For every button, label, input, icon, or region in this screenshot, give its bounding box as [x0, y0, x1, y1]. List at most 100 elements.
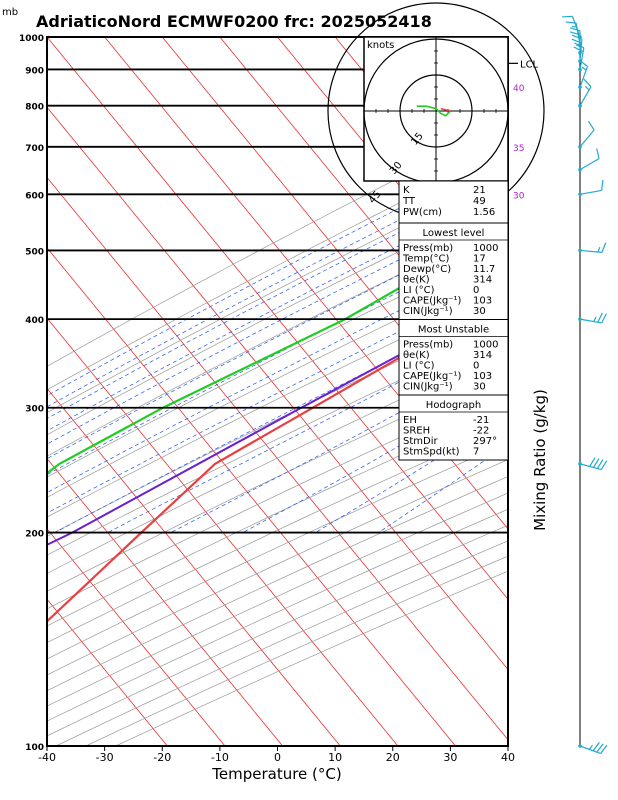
index-value: 21 — [473, 185, 486, 196]
index-value: 30 — [473, 382, 486, 393]
y-axis-title-right: Mixing Ratio (g/kg) — [531, 389, 549, 531]
moist-adiabat-line — [47, 236, 508, 476]
pressure-tick-label: 600 — [25, 191, 44, 201]
dry-adiabat-line — [47, 197, 508, 436]
index-value: 314 — [473, 350, 492, 361]
index-label: EH — [403, 415, 417, 426]
wind-barb-base — [578, 317, 582, 321]
wind-barb-flag — [593, 458, 600, 468]
temperature-curve — [47, 293, 508, 623]
dry-adiabat-line — [47, 459, 508, 676]
index-value: 1000 — [473, 243, 498, 254]
wind-barb-base — [578, 35, 582, 39]
wind-barb — [579, 745, 601, 755]
index-value: 49 — [473, 196, 486, 207]
index-label: LI (°C) — [403, 361, 435, 372]
index-label: TT — [402, 196, 416, 207]
index-label: LI (°C) — [403, 285, 435, 296]
x-tick-label: 40 — [501, 751, 515, 764]
wind-barb-half — [588, 744, 593, 750]
index-value: 1000 — [473, 340, 498, 351]
moist-adiabat-line — [47, 177, 508, 419]
index-value: 1.56 — [473, 207, 495, 218]
sounding-profiles — [47, 222, 508, 623]
wind-barb-flag — [596, 459, 604, 469]
x-axis-title: Temperature (°C) — [211, 765, 341, 783]
index-value: 103 — [473, 371, 492, 382]
pressure-tick-label: 800 — [25, 103, 44, 113]
isotherm-line — [47, 387, 341, 746]
wind-barb — [579, 189, 602, 195]
wind-barb-flag — [601, 180, 604, 191]
indices-table: K 21 TT 49 PW(cm) 1.56 Lowest level Press(mb) 10… — [398, 180, 509, 461]
chart-title: AdriaticoNord ECMWF0200 frc: 2025052418 — [36, 12, 432, 31]
isotherm-line — [104, 37, 508, 530]
dry-adiabat-line — [47, 287, 508, 518]
index-value: 0 — [473, 285, 479, 296]
wind-barb-base — [578, 59, 582, 63]
wind-barb-flag — [592, 742, 600, 752]
lcl-label: LCL — [520, 59, 539, 70]
wind-barb-flag — [600, 744, 608, 754]
wind-barb-half — [597, 246, 601, 253]
dry-adiabat-line — [47, 524, 508, 737]
wind-barbs — [562, 15, 608, 755]
wind-barb-flag — [573, 46, 584, 53]
wind-barb-base — [578, 248, 582, 253]
hodograph-trace — [416, 105, 451, 117]
index-label: StmSpd(kt) — [403, 447, 460, 458]
dry-adiabat-line — [47, 329, 508, 556]
wind-barb-flag — [597, 312, 603, 323]
index-value: 314 — [473, 275, 492, 286]
dry-adiabat-line — [47, 244, 508, 478]
wind-barb-flag — [601, 313, 607, 324]
wind-barb-flag — [600, 460, 608, 470]
pressure-tick-label: 700 — [25, 144, 44, 154]
wind-barb-flag — [562, 15, 573, 18]
wind-barb-flag — [587, 120, 595, 131]
wind-barb-half — [581, 66, 587, 71]
dry-adiabat-line — [47, 349, 508, 574]
index-label: CIN(Jkg⁻¹) — [403, 306, 453, 317]
axis-labels: 3035401002003004005006007008009001000-40… — [19, 34, 539, 764]
isotherm-line — [47, 176, 508, 741]
wind-barb — [571, 16, 581, 38]
indices-most-unstable — [398, 319, 509, 396]
index-value: -21 — [473, 415, 489, 426]
index-label: StmDir — [403, 436, 438, 447]
dry-adiabat-line — [47, 492, 508, 707]
index-label: Dewp(°C) — [403, 264, 451, 275]
pressure-tick-label: 400 — [25, 316, 44, 326]
index-label: θe(K) — [403, 275, 430, 286]
index-value: 7 — [473, 447, 479, 458]
wind-barb-base — [578, 85, 582, 89]
index-label: Press(mb) — [403, 243, 453, 254]
moist-adiabat-line — [47, 165, 508, 408]
index-section-title: Most Unstable — [418, 325, 489, 336]
index-value: 30 — [473, 306, 486, 317]
dry-adiabat-line — [47, 173, 508, 414]
index-section-title: Hodograph — [426, 400, 481, 411]
indices-hodograph — [398, 394, 509, 461]
x-tick-label: -40 — [38, 751, 56, 764]
isotherm-line — [47, 37, 508, 600]
dry-adiabat-line — [47, 441, 508, 660]
wind-barb-half — [593, 316, 597, 322]
index-value: 11.7 — [473, 264, 495, 275]
wind-barb-base — [578, 67, 582, 72]
pressure-tick-label: 300 — [25, 405, 44, 415]
index-label: K — [403, 185, 410, 196]
dry-adiabat-line — [47, 368, 508, 592]
theta-e-label: 40 — [513, 84, 525, 94]
dry-adiabat-line — [47, 266, 508, 498]
index-label: SREH — [403, 426, 430, 437]
wind-barb-base — [578, 192, 582, 197]
index-value: -22 — [473, 426, 489, 437]
moist-adiabat-line — [47, 190, 508, 432]
moist-adiabat-line — [47, 220, 508, 460]
mb-label: mb — [2, 7, 18, 18]
index-label: Temp(°C) — [402, 254, 450, 265]
theta-e-label: 30 — [513, 191, 525, 201]
